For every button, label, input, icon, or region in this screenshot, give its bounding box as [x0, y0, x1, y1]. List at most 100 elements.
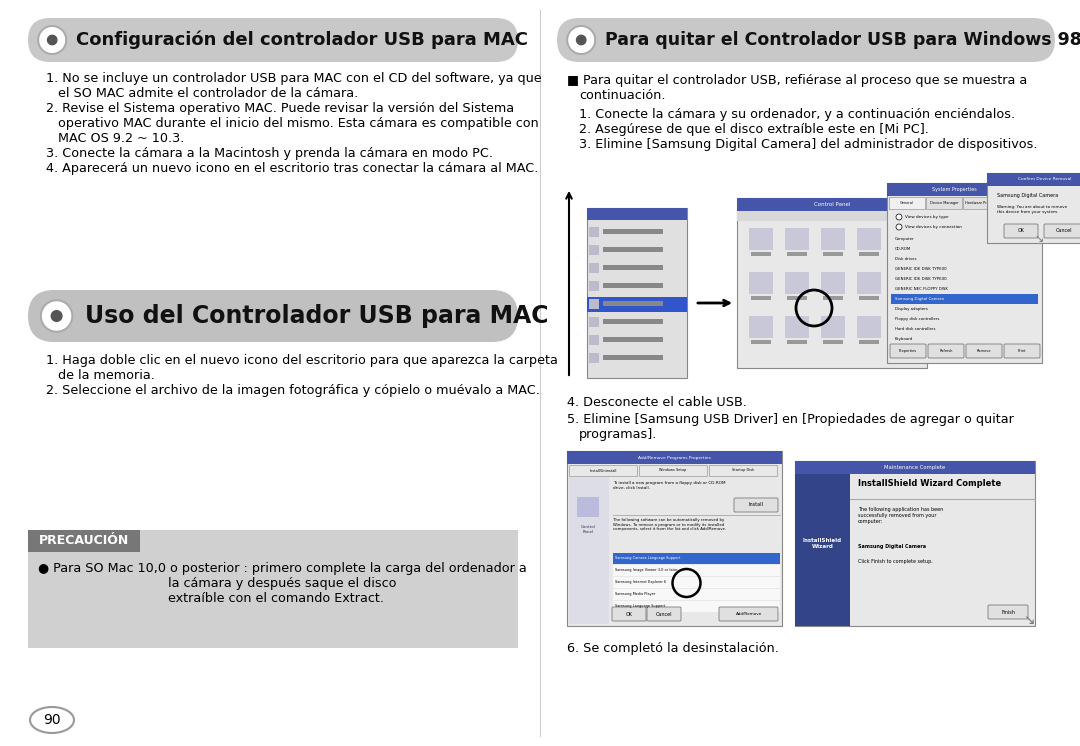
Text: 1. Conecte la cámara y su ordenador, y a continuación enciéndalos.: 1. Conecte la cámara y su ordenador, y a…: [579, 108, 1015, 121]
FancyBboxPatch shape: [795, 474, 850, 626]
Text: 1. No se incluye un controlador USB para MAC con el CD del software, ya que: 1. No se incluye un controlador USB para…: [46, 72, 542, 85]
FancyBboxPatch shape: [858, 228, 881, 250]
Text: 4. Aparecerá un nuevo icono en el escritorio tras conectar la cámara al MAC.: 4. Aparecerá un nuevo icono en el escrit…: [46, 162, 538, 175]
FancyBboxPatch shape: [823, 296, 843, 300]
Text: InstallShield
Wizard: InstallShield Wizard: [802, 538, 842, 549]
FancyBboxPatch shape: [787, 340, 807, 344]
Text: ● Para SO Mac 10,0 o posterior : primero complete la carga del ordenador a: ● Para SO Mac 10,0 o posterior : primero…: [38, 562, 527, 575]
FancyBboxPatch shape: [750, 228, 773, 250]
Text: extraíble con el comando Extract.: extraíble con el comando Extract.: [168, 592, 384, 605]
Text: Samsung Language Support: Samsung Language Support: [615, 604, 665, 609]
Circle shape: [577, 35, 585, 45]
FancyBboxPatch shape: [889, 197, 924, 209]
FancyBboxPatch shape: [708, 465, 777, 476]
FancyBboxPatch shape: [589, 353, 599, 363]
FancyBboxPatch shape: [893, 228, 917, 250]
FancyBboxPatch shape: [737, 198, 927, 211]
Text: Install: Install: [748, 503, 764, 507]
FancyBboxPatch shape: [734, 498, 778, 512]
FancyBboxPatch shape: [613, 565, 780, 576]
FancyBboxPatch shape: [859, 252, 879, 256]
FancyBboxPatch shape: [28, 530, 140, 552]
FancyBboxPatch shape: [589, 335, 599, 345]
FancyBboxPatch shape: [858, 316, 881, 338]
FancyBboxPatch shape: [785, 228, 809, 250]
FancyBboxPatch shape: [613, 601, 780, 612]
Text: System Properties: System Properties: [932, 187, 977, 192]
Text: Add/Remove: Add/Remove: [735, 612, 762, 616]
FancyBboxPatch shape: [737, 198, 927, 368]
FancyBboxPatch shape: [751, 340, 771, 344]
FancyBboxPatch shape: [28, 290, 518, 342]
FancyBboxPatch shape: [751, 252, 771, 256]
FancyBboxPatch shape: [588, 208, 687, 378]
Text: Cancel: Cancel: [656, 612, 672, 616]
FancyBboxPatch shape: [603, 355, 663, 360]
Text: Startup Disk: Startup Disk: [732, 468, 754, 472]
FancyBboxPatch shape: [567, 451, 782, 464]
FancyBboxPatch shape: [613, 553, 780, 564]
Text: The following software can be automatically removed by
Windows. To remove a prog: The following software can be automatica…: [613, 518, 726, 531]
Text: OK: OK: [625, 612, 633, 616]
FancyBboxPatch shape: [895, 340, 915, 344]
Text: ↘: ↘: [1023, 613, 1035, 627]
FancyBboxPatch shape: [963, 197, 999, 209]
Circle shape: [42, 302, 70, 330]
FancyBboxPatch shape: [589, 227, 599, 237]
Text: Cancel: Cancel: [1056, 228, 1072, 233]
Text: Control Panel: Control Panel: [814, 202, 850, 207]
FancyBboxPatch shape: [589, 299, 599, 309]
Text: Para quitar el Controlador USB para Windows 98SE: Para quitar el Controlador USB para Wind…: [606, 31, 1080, 49]
FancyBboxPatch shape: [639, 465, 707, 476]
Circle shape: [48, 35, 57, 45]
FancyBboxPatch shape: [603, 301, 663, 306]
FancyBboxPatch shape: [613, 589, 780, 600]
Text: Performance: Performance: [1007, 201, 1029, 205]
FancyBboxPatch shape: [1004, 344, 1040, 358]
FancyBboxPatch shape: [987, 173, 1080, 243]
FancyBboxPatch shape: [569, 465, 637, 476]
Text: Disk drives: Disk drives: [895, 257, 917, 261]
Text: Samsung Digital Camera: Samsung Digital Camera: [895, 297, 944, 301]
FancyBboxPatch shape: [719, 607, 778, 621]
Text: GENERIC NEC FLOPPY DISK: GENERIC NEC FLOPPY DISK: [895, 287, 948, 291]
Text: General: General: [900, 201, 914, 205]
FancyBboxPatch shape: [895, 252, 915, 256]
FancyBboxPatch shape: [890, 344, 926, 358]
FancyBboxPatch shape: [1000, 197, 1036, 209]
FancyBboxPatch shape: [895, 296, 915, 300]
Text: ■ Para quitar el controlador USB, refiérase al proceso que se muestra a: ■ Para quitar el controlador USB, refiér…: [567, 74, 1027, 87]
Text: Windows Setup: Windows Setup: [659, 468, 687, 472]
Text: Configuración del controlador USB para MAC: Configuración del controlador USB para M…: [77, 31, 528, 49]
Text: 4. Desconecte el cable USB.: 4. Desconecte el cable USB.: [567, 396, 747, 409]
FancyBboxPatch shape: [603, 283, 663, 288]
Text: Print: Print: [1017, 349, 1026, 353]
FancyBboxPatch shape: [785, 272, 809, 294]
FancyBboxPatch shape: [891, 294, 1038, 304]
Text: PRECAUCIÓN: PRECAUCIÓN: [39, 534, 130, 548]
FancyBboxPatch shape: [737, 211, 927, 221]
FancyBboxPatch shape: [926, 197, 962, 209]
Text: Confirm Device Removal: Confirm Device Removal: [1017, 178, 1071, 181]
FancyBboxPatch shape: [1004, 224, 1038, 238]
FancyBboxPatch shape: [28, 18, 518, 62]
FancyBboxPatch shape: [589, 281, 599, 291]
Text: View devices by type: View devices by type: [905, 215, 948, 219]
FancyBboxPatch shape: [603, 337, 663, 342]
Text: Display adapters: Display adapters: [895, 307, 928, 311]
Text: Floppy disk controllers: Floppy disk controllers: [895, 317, 940, 321]
Text: InstallShield Wizard Complete: InstallShield Wizard Complete: [858, 479, 1001, 488]
Text: Samsung Digital Camera: Samsung Digital Camera: [858, 544, 927, 549]
Text: Hard disk controllers: Hard disk controllers: [895, 327, 935, 331]
Text: Properties: Properties: [899, 349, 917, 353]
FancyBboxPatch shape: [928, 344, 964, 358]
Circle shape: [40, 28, 65, 52]
Text: Refresh: Refresh: [940, 349, 953, 353]
Text: To install a new program from a floppy disk or CD-ROM
drive, click Install.: To install a new program from a floppy d…: [613, 481, 726, 489]
FancyBboxPatch shape: [589, 317, 599, 327]
FancyBboxPatch shape: [859, 296, 879, 300]
Text: Uso del Controlador USB para MAC: Uso del Controlador USB para MAC: [85, 304, 549, 328]
FancyBboxPatch shape: [821, 228, 845, 250]
FancyBboxPatch shape: [603, 319, 663, 324]
Text: Warning: You are about to remove
this device from your system.: Warning: You are about to remove this de…: [997, 205, 1067, 213]
